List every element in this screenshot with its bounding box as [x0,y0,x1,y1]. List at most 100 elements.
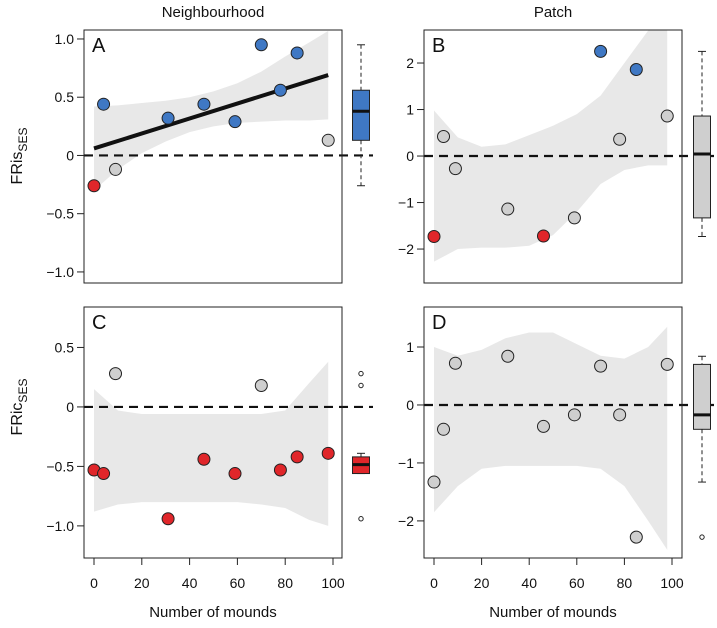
confidence-band [434,30,668,262]
x-tick-label: 60 [230,575,246,591]
data-point [290,450,304,464]
data-point [536,419,550,433]
y-axis-label-top-main: FRis [9,152,26,185]
x-tick-label: 0 [430,575,438,591]
data-point [536,229,550,243]
data-point [427,475,441,489]
y-axis-label-bottom-main: FRic [9,403,26,436]
y-tick-label: −0.5 [46,458,74,474]
boxplot-box [693,115,711,219]
panel-c: C 0.5 0 −0.5 −1.0 0 20 40 60 80 100 [46,306,373,591]
data-point [437,422,451,436]
data-point [87,179,101,193]
panel-b: B 2 1 0 −1 −2 [398,29,714,284]
y-tick-label: −2 [398,513,414,529]
column-title-neighbourhood: Neighbourhood [162,4,265,21]
confidence-band [94,361,329,526]
data-point [448,356,462,370]
y-axis-label-top-sub: SES [16,128,30,152]
y-tick-label: 0 [66,147,74,163]
data-point [567,408,581,422]
data-point [254,38,268,52]
y-tick-label: −0.5 [46,206,74,222]
data-point [161,111,175,125]
plot-frame [423,306,683,559]
data-point [109,367,123,381]
data-point [109,162,123,176]
trend-line [93,73,329,151]
y-tick-label: 1.0 [55,31,75,47]
data-point [321,133,335,147]
data-point [254,379,268,393]
data-point [228,467,242,481]
y-axis-label-bottom: FRicSES [9,379,30,436]
boxplot-box [693,363,711,430]
panel-d: D 1 0 −1 −2 0 20 40 60 80 100 [398,306,714,591]
data-point [273,463,287,477]
y-tick-label: 0 [406,148,414,164]
x-tick-label: 20 [474,575,490,591]
y-tick-label: 0.5 [55,339,75,355]
data-point [321,446,335,460]
x-tick-label: 60 [569,575,585,591]
data-point [437,130,451,144]
data-point [660,109,674,123]
x-tick-label: 80 [617,575,633,591]
x-tick-label: 100 [660,575,684,591]
panel-label: A [92,35,106,57]
data-point [594,359,608,373]
plot-frame [83,306,343,559]
data-point [501,202,515,216]
y-tick-label: −1.0 [46,264,74,280]
y-tick-label: −1 [398,195,414,211]
column-title-patch: Patch [534,4,572,21]
y-tick-label: 2 [406,55,414,71]
data-point [97,97,111,111]
confidence-band [434,326,668,550]
y-tick-label: 0.5 [55,89,75,105]
panel-a: A 1.0 0.5 0 −0.5 −1.0 [46,29,373,284]
y-axis-label-top: FRisSES [9,128,30,185]
data-point [660,357,674,371]
boxplot-outlier [358,382,364,389]
x-tick-label: 80 [277,575,293,591]
data-point [629,530,643,544]
data-point [228,115,242,129]
data-point [594,44,608,58]
data-point [629,63,643,77]
data-point [448,162,462,176]
data-point [197,452,211,466]
boxplot-outlier [358,516,364,522]
x-axis-label-right: Number of mounds [489,604,617,621]
x-tick-label: 20 [134,575,150,591]
plot-frame [83,29,343,284]
data-point [97,467,111,481]
panel-label: B [432,35,445,57]
data-point [161,512,175,526]
panel-label: C [92,312,106,334]
data-point [567,211,581,225]
y-tick-label: 0 [406,397,414,413]
x-tick-label: 40 [521,575,537,591]
y-axis-label-bottom-sub: SES [16,379,30,403]
boxplot-outlier [699,534,705,540]
y-tick-label: −1 [398,455,414,471]
data-point [290,46,304,60]
boxplot-outlier [358,370,364,377]
x-tick-label: 100 [321,575,345,591]
y-tick-label: 0 [66,399,74,415]
boxplot-box [352,89,370,141]
y-tick-label: 1 [406,102,414,118]
data-point [613,408,627,422]
data-point [197,97,211,111]
panel-label: D [432,312,446,334]
x-tick-label: 40 [182,575,198,591]
y-tick-label: −2 [398,241,414,257]
y-tick-label: 1 [406,339,414,355]
x-axis-label-left: Number of mounds [149,604,277,621]
data-point [273,83,287,97]
y-tick-label: −1.0 [46,518,74,534]
x-tick-label: 0 [90,575,98,591]
data-point [427,229,441,243]
